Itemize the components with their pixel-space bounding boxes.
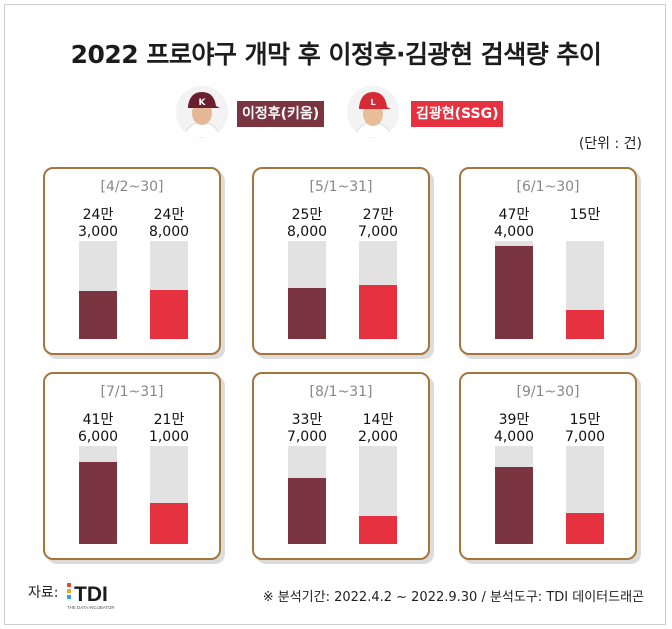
period-panel: [4/2~30] 24만 3,000 24만 8,000	[43, 167, 221, 355]
period-label: [6/1~30]	[516, 179, 580, 195]
value-label-line2: 7,000	[564, 429, 606, 445]
bar-background	[566, 241, 604, 339]
bar-background	[495, 446, 533, 544]
value-label-kim: 27만 7,000	[348, 207, 408, 241]
value-label-line1: 33만	[291, 412, 323, 428]
value-label-line2: 3,000	[77, 224, 119, 240]
period-label: [7/1~31]	[100, 384, 164, 400]
value-label-lee: 25만 8,000	[277, 207, 337, 241]
value-label-lee: 47만 4,000	[484, 207, 544, 241]
tdi-logo: TDI THE DATA INCUBATOR	[67, 577, 137, 611]
value-label-line2: 6,000	[77, 429, 119, 445]
ssg-player-photo: L	[347, 86, 399, 138]
value-label-lee: 41만 6,000	[68, 412, 128, 446]
tdi-logo-subtext: THE DATA INCUBATOR	[67, 605, 115, 610]
source-label: 자료:	[28, 585, 59, 601]
value-label-line1: 25만	[291, 207, 323, 223]
bar-background	[359, 241, 397, 339]
bar-kim	[359, 285, 397, 339]
bar-background	[566, 446, 604, 544]
bar-background	[288, 241, 326, 339]
legend-label-lee: 이정후(키움)	[237, 101, 325, 127]
period-panel: [7/1~31] 41만 6,000 21만 1,000	[43, 372, 221, 560]
value-label-line1: 15만	[569, 207, 601, 223]
value-label-lee: 39만 4,000	[484, 412, 544, 446]
bar-background	[79, 241, 117, 339]
value-label-line2: 1,000	[148, 429, 190, 445]
bar-lee	[79, 291, 117, 339]
bar-background	[495, 241, 533, 339]
bar-kim	[150, 503, 188, 544]
value-label-line1: 27만	[362, 207, 394, 223]
value-label-line1: 14만	[362, 412, 394, 428]
value-label-kim: 21만 1,000	[139, 412, 199, 446]
period-label: [9/1~30]	[516, 384, 580, 400]
value-label-line1: 39만	[498, 412, 530, 428]
bar-background	[150, 241, 188, 339]
bar-lee	[288, 288, 326, 339]
bar-lee	[495, 467, 533, 544]
bar-background	[150, 446, 188, 544]
value-label-kim: 14만 2,000	[348, 412, 408, 446]
value-label-line2: 2,000	[357, 429, 399, 445]
value-label-lee: 33만 7,000	[277, 412, 337, 446]
bar-background	[79, 446, 117, 544]
value-label-kim: 15만	[555, 207, 615, 224]
period-label: [4/2~30]	[100, 179, 164, 195]
svg-text:L: L	[370, 98, 375, 107]
bar-kim	[566, 513, 604, 544]
value-label-line1: 41만	[82, 412, 114, 428]
value-label-line1: 21만	[153, 412, 185, 428]
bar-kim	[150, 290, 188, 339]
period-label: [5/1~31]	[309, 179, 373, 195]
bar-kim	[359, 516, 397, 544]
value-label-line2: 7,000	[286, 429, 328, 445]
period-panel: [8/1~31] 33만 7,000 14만 2,000	[252, 372, 430, 560]
period-panel: [5/1~31] 25만 8,000 27만 7,000	[252, 167, 430, 355]
value-label-line2: 8,000	[286, 224, 328, 240]
chart-frame	[4, 4, 666, 625]
chart-title: 2022 프로야구 개막 후 이정후·김광현 검색량 추이	[70, 40, 602, 69]
value-label-line2: 4,000	[493, 429, 535, 445]
value-label-line2: 8,000	[148, 224, 190, 240]
legend-label-kim: 김광현(SSG)	[411, 101, 504, 127]
unit-label: (단위 : 건)	[578, 136, 642, 152]
value-label-kim: 24만 8,000	[139, 207, 199, 241]
analysis-footnote: ※ 분석기간: 2022.4.2 ~ 2022.9.30 / 분석도구: TDI…	[262, 590, 644, 605]
bar-lee	[495, 246, 533, 339]
value-label-line2: 4,000	[493, 224, 535, 240]
svg-text:K: K	[199, 98, 207, 108]
bar-background	[288, 446, 326, 544]
value-label-line2: 7,000	[357, 224, 399, 240]
bar-lee	[79, 462, 117, 544]
value-label-line1: 15만	[569, 412, 601, 428]
value-label-lee: 24만 3,000	[68, 207, 128, 241]
bar-background	[359, 446, 397, 544]
period-panel: [6/1~30] 47만 4,000 15만	[459, 167, 637, 355]
period-panel: [9/1~30] 39만 4,000 15만 7,000	[459, 372, 637, 560]
value-label-kim: 15만 7,000	[555, 412, 615, 446]
value-label-line1: 24만	[82, 207, 114, 223]
bar-lee	[288, 478, 326, 544]
value-label-line1: 24만	[153, 207, 185, 223]
bar-kim	[566, 310, 604, 339]
kiwoom-player-photo: K	[176, 86, 228, 138]
period-label: [8/1~31]	[309, 384, 373, 400]
value-label-line1: 47만	[498, 207, 530, 223]
tdi-logo-text: TDI	[74, 583, 108, 606]
